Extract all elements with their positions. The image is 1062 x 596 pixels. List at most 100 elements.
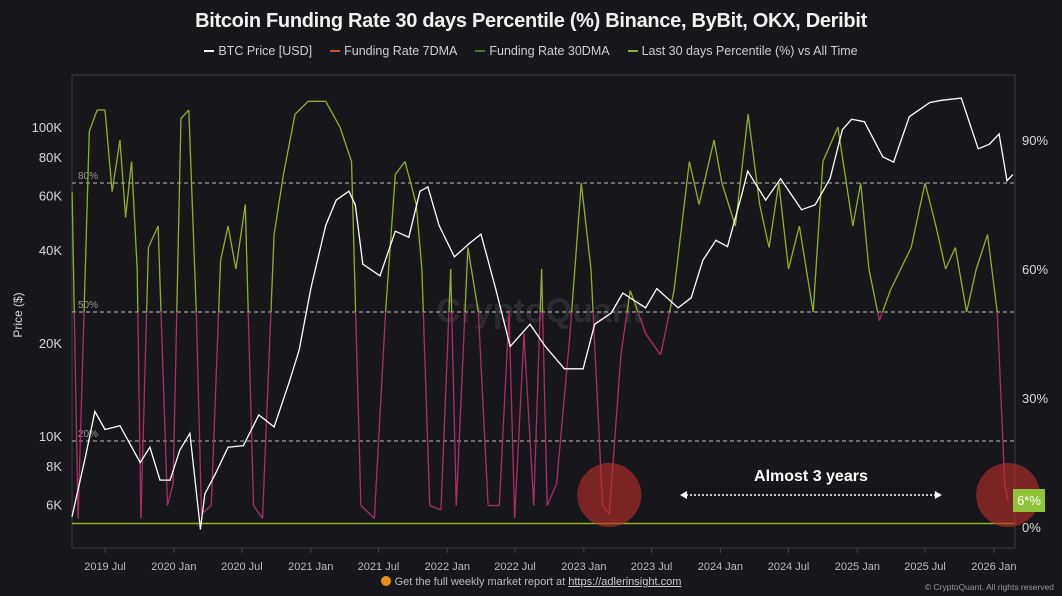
btc-price-point: [214, 474, 216, 476]
percentile-segment: [477, 311, 489, 506]
btc-price-point: [563, 368, 566, 370]
btc-price-point: [427, 186, 429, 188]
legend-swatch: [627, 50, 638, 52]
x-tick-label: 2024 Jan: [698, 561, 743, 573]
btc-price-point: [747, 170, 749, 172]
percentile-segment: [219, 225, 229, 261]
legend-item-funding-30dma[interactable]: Funding Rate 30DMA: [475, 44, 610, 58]
btc-price-point: [765, 199, 767, 201]
legend-label: Funding Rate 7DMA: [344, 44, 458, 58]
y-left-tick-label: 8K: [46, 459, 62, 474]
percentile-segment: [71, 191, 75, 313]
percentile-segment: [429, 504, 442, 511]
percentile-segment: [620, 311, 628, 356]
percentile-segment: [541, 311, 548, 506]
btc-price-point: [408, 236, 410, 238]
percentile-segment: [590, 268, 594, 313]
x-tick-label: 2023 Jan: [561, 561, 606, 573]
btc-price-point: [288, 380, 291, 383]
btc-price-point: [908, 116, 910, 118]
percentile-segment: [868, 268, 879, 313]
span-label: Almost 3 years: [754, 468, 868, 485]
y-right-tick-label: 60%: [1022, 262, 1048, 277]
percentile-segment: [698, 139, 715, 205]
percentile-segment: [360, 505, 375, 519]
copyright: © CryptoQuant. All rights reserved: [924, 582, 1054, 592]
percentile-segment: [878, 311, 884, 321]
btc-price-point: [998, 133, 1000, 135]
percentile-segment: [350, 161, 357, 313]
percentile-segment: [111, 139, 121, 192]
percentile-segment: [172, 311, 178, 485]
percentile-segment: [270, 234, 275, 313]
y-left-tick-label: 10K: [39, 429, 62, 444]
btc-price-point: [227, 446, 229, 448]
btc-price-point: [656, 287, 658, 290]
btc-price-point: [199, 528, 201, 530]
percentile-segment: [570, 182, 582, 313]
btc-price-point: [741, 192, 743, 194]
percentile-segment: [450, 268, 453, 313]
percentile-segment: [734, 114, 749, 227]
percentile-segment: [889, 247, 912, 291]
percentile-segment: [145, 247, 150, 313]
percentile-segment: [104, 109, 113, 192]
current-value-badge: [1013, 489, 1045, 512]
btc-price-point: [494, 287, 497, 290]
percentile-segment: [157, 225, 162, 313]
btc-price-point: [800, 209, 803, 211]
legend-item-btc-price[interactable]: BTC Price [USD]: [204, 44, 312, 58]
btc-price-point: [544, 345, 546, 347]
x-tick-label: 2025 Jul: [904, 561, 946, 573]
arrow-right-icon: [934, 491, 942, 499]
percentile-segment: [986, 234, 998, 313]
percentile-segment: [252, 505, 264, 519]
btc-price-point: [258, 414, 260, 416]
x-tick-label: 2023 Jul: [631, 561, 673, 573]
btc-price-point: [453, 256, 456, 258]
y-left-tick-label: 100K: [32, 120, 63, 135]
percentile-segment: [147, 225, 159, 248]
reference-label: 20%: [78, 429, 98, 440]
percentile-segment: [877, 311, 881, 321]
percentile-segment: [546, 483, 558, 506]
y-right-tick-label: 30%: [1022, 391, 1048, 406]
legend-item-funding-7dma[interactable]: Funding Rate 7DMA: [330, 44, 457, 58]
percentile-segment: [533, 311, 541, 506]
btc-price-point: [715, 239, 717, 241]
percentile-segment: [394, 161, 406, 175]
percentile-segment: [373, 311, 387, 519]
reference-label: 50%: [78, 300, 98, 311]
percentile-segment: [339, 126, 353, 162]
percentile-segment: [247, 311, 255, 506]
percentile-segment: [798, 225, 814, 313]
btc-price-point: [419, 190, 421, 192]
legend: BTC Price [USD] Funding Rate 7DMA Fundin…: [0, 44, 1062, 58]
percentile-segment: [140, 311, 148, 519]
x-tick-label: 2021 Jul: [358, 561, 400, 573]
btc-price-point: [644, 307, 647, 309]
percentile-segment: [713, 139, 723, 184]
percentile-segment: [860, 182, 870, 270]
btc-price-point: [189, 432, 191, 434]
percentile-segment: [975, 234, 989, 270]
btc-price-point: [851, 118, 853, 120]
percentile-segment: [569, 311, 573, 334]
percentile-segment: [294, 100, 309, 115]
legend-swatch: [475, 50, 486, 52]
percentile-segment: [555, 333, 571, 485]
legend-item-percentile[interactable]: Last 30 days Percentile (%) vs All Time: [627, 44, 858, 58]
percentile-segment: [935, 225, 947, 270]
x-tick-label: 2024 Jul: [768, 561, 810, 573]
percentile-segment: [415, 204, 423, 270]
btc-price-point: [780, 178, 782, 180]
footer-link[interactable]: https://adlerinsight.com: [568, 576, 682, 588]
percentile-segment: [384, 174, 396, 313]
x-tick-label: 2019 Jul: [84, 561, 126, 573]
x-tick-label: 2020 Jul: [221, 561, 263, 573]
current-value-text: 6*%: [1017, 493, 1041, 508]
percentile-segment: [996, 311, 1006, 485]
y-right-tick-label: 90%: [1022, 133, 1048, 148]
chart-title: Bitcoin Funding Rate 30 days Percentile …: [195, 10, 867, 32]
percentile-segment: [210, 311, 220, 506]
